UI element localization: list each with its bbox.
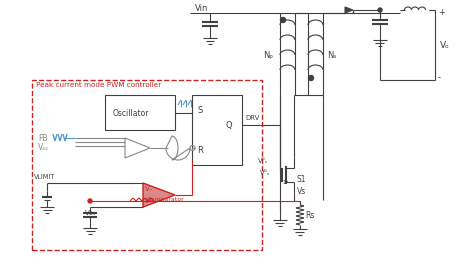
Text: +: + xyxy=(438,8,445,17)
Text: Vᴄₛ: Vᴄₛ xyxy=(85,210,96,216)
Text: V₋: V₋ xyxy=(145,186,154,192)
Text: Nₚ: Nₚ xyxy=(263,51,273,60)
Circle shape xyxy=(281,18,285,23)
Text: S: S xyxy=(197,105,202,114)
Bar xyxy=(105,95,175,130)
Text: Vin: Vin xyxy=(195,4,209,12)
Polygon shape xyxy=(143,183,175,207)
Text: V₊: V₊ xyxy=(145,198,154,204)
Circle shape xyxy=(378,8,382,12)
Text: Oscillator: Oscillator xyxy=(113,109,149,118)
Circle shape xyxy=(309,76,313,81)
Text: Q: Q xyxy=(226,120,233,130)
Text: Rs: Rs xyxy=(305,211,314,219)
Text: DRV: DRV xyxy=(245,115,259,121)
Polygon shape xyxy=(345,7,353,13)
Text: R: R xyxy=(197,146,203,155)
Text: Vₛₛ: Vₛₛ xyxy=(38,142,49,152)
Text: Peak current mode PWM controller: Peak current mode PWM controller xyxy=(36,82,161,88)
Bar xyxy=(32,80,262,250)
Text: -: - xyxy=(438,74,441,83)
Text: Vᴳₛ: Vᴳₛ xyxy=(258,158,268,164)
Text: S1: S1 xyxy=(297,176,307,184)
Text: VʟIMIT: VʟIMIT xyxy=(34,174,55,180)
Text: FB: FB xyxy=(38,133,47,142)
Text: Nₛ: Nₛ xyxy=(327,51,337,60)
Text: Vₒ: Vₒ xyxy=(440,40,450,49)
Bar xyxy=(192,95,242,165)
Circle shape xyxy=(88,199,92,203)
Text: Comparator: Comparator xyxy=(147,197,185,202)
Text: Vᴳₛ: Vᴳₛ xyxy=(260,170,270,176)
Text: Vs: Vs xyxy=(297,186,306,196)
